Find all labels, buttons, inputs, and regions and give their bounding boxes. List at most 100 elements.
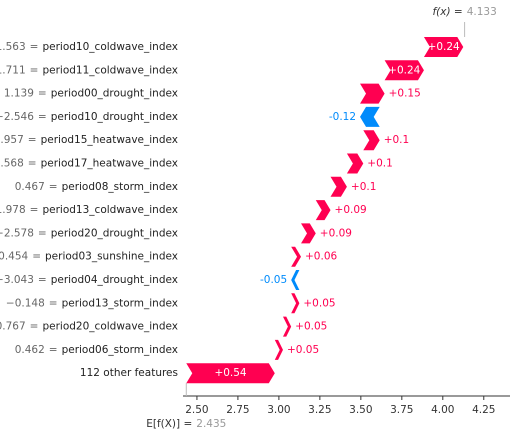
feature-name: period11_coldwave_index xyxy=(42,64,178,76)
feature-label: −2.578 = period20_drought_index xyxy=(0,227,178,239)
base-value-label: E[f(X)] = 2.435 xyxy=(146,418,226,430)
feature-name: period10_drought_index xyxy=(51,111,178,123)
feature-label: −1.568 = period17_heatwave_index xyxy=(0,158,178,170)
feature-name: period20_coldwave_index xyxy=(42,321,178,333)
feature-value: −1.568 xyxy=(0,158,24,170)
separator: = xyxy=(28,134,37,146)
x-tick-label: 3.50 xyxy=(349,404,372,416)
bar xyxy=(291,293,300,314)
feature-name: period20_drought_index xyxy=(51,227,178,239)
feature-label: −1.978 =period13_coldwave_index xyxy=(0,204,178,216)
feature-value: −1.978 xyxy=(0,204,26,216)
feature-value: −0.148 xyxy=(6,297,45,309)
separator: = xyxy=(30,41,39,53)
feature-name: period00_drought_index xyxy=(51,88,178,100)
value-label: +0.05 xyxy=(303,297,335,309)
separator: = xyxy=(30,64,39,76)
bar xyxy=(363,130,380,151)
feature-name: period04_drought_index xyxy=(51,274,178,286)
bar xyxy=(330,176,347,197)
feature-name: period10_coldwave_index xyxy=(42,41,178,53)
value-label: +0.05 xyxy=(295,321,327,333)
feature-name: 112 other features xyxy=(80,367,178,379)
x-tick-label: 3.00 xyxy=(267,404,290,416)
value-label: +0.05 xyxy=(287,344,319,356)
separator: = xyxy=(38,274,47,286)
x-tick-label: 3.75 xyxy=(390,404,413,416)
feature-value: −2.578 xyxy=(0,227,34,239)
feature-label: −1.711 =period11_coldwave_index xyxy=(0,64,178,76)
feature-label: 0.462 = period06_storm_index xyxy=(15,344,178,356)
separator: = xyxy=(49,344,58,356)
feature-value: −0.767 xyxy=(0,321,26,333)
feature-label: −1.957 = period15_heatwave_index xyxy=(0,134,178,146)
bar xyxy=(282,316,292,337)
feature-label: 1.139 = period00_drought_index xyxy=(4,88,178,100)
value-label: +0.06 xyxy=(305,251,337,263)
feature-value: 0.454 xyxy=(0,251,29,263)
base-value: 2.435 xyxy=(196,418,226,430)
x-tick-label: 4.00 xyxy=(431,404,454,416)
bar xyxy=(346,153,364,174)
value-label: -0.05 xyxy=(260,274,287,286)
bar xyxy=(384,60,424,81)
feature-label: 0.454 = period03_sunshine_index xyxy=(0,251,178,263)
value-label: +0.24 xyxy=(428,41,460,53)
feature-label: −3.043 = period04_drought_index xyxy=(0,274,178,286)
bar xyxy=(360,83,385,104)
feature-label: −1.563 =period10_coldwave_index xyxy=(0,41,178,53)
feature-name: period06_storm_index xyxy=(62,344,178,356)
final-value: 4.133 xyxy=(467,6,497,18)
bar xyxy=(291,246,302,267)
feature-value: 0.467 xyxy=(15,181,45,193)
bar xyxy=(291,270,300,290)
feature-label: 112 other features xyxy=(80,367,178,379)
feature-value: −2.546 xyxy=(0,111,34,123)
separator: = xyxy=(38,88,47,100)
bar xyxy=(274,339,283,360)
bar xyxy=(301,223,316,244)
x-tick-label: 2.50 xyxy=(185,404,208,416)
value-label: +0.1 xyxy=(351,181,377,193)
value-label: +0.09 xyxy=(320,227,352,239)
bar xyxy=(186,363,275,384)
separator: = xyxy=(28,158,37,170)
feature-label: −2.546 = period10_drought_index xyxy=(0,111,178,123)
x-tick-label: 2.75 xyxy=(226,404,249,416)
feature-name: period03_sunshine_index xyxy=(45,251,178,263)
feature-label: −0.767 =period20_coldwave_index xyxy=(0,321,178,333)
feature-value: −1.711 xyxy=(0,64,26,76)
value-label: +0.24 xyxy=(388,64,420,76)
feature-label: −0.148 = period13_storm_index xyxy=(6,297,178,309)
separator: = xyxy=(30,321,39,333)
feature-name: period17_heatwave_index xyxy=(41,158,178,170)
feature-name: period13_coldwave_index xyxy=(42,204,178,216)
feature-value: −3.043 xyxy=(0,274,34,286)
base-label: E[f(X)] = xyxy=(146,418,192,430)
separator: = xyxy=(38,111,47,123)
separator: = xyxy=(49,297,58,309)
value-label: +0.15 xyxy=(389,88,421,100)
separator: = xyxy=(30,204,39,216)
feature-name: period08_storm_index xyxy=(62,181,178,193)
final-value-label: f(x) = 4.133 xyxy=(432,6,496,18)
value-label: +0.1 xyxy=(367,158,393,170)
bar xyxy=(360,106,380,127)
feature-value: −1.957 xyxy=(0,134,24,146)
bar xyxy=(423,37,464,57)
bar xyxy=(315,200,331,221)
separator: = xyxy=(38,227,47,239)
x-tick-label: 4.25 xyxy=(472,404,495,416)
x-tick-label: 3.25 xyxy=(308,404,331,416)
feature-value: 1.139 xyxy=(4,88,34,100)
feature-value: −1.563 xyxy=(0,41,26,53)
feature-value: 0.462 xyxy=(15,344,45,356)
value-label: -0.12 xyxy=(329,111,356,123)
separator: = xyxy=(49,181,58,193)
feature-name: period15_heatwave_index xyxy=(41,134,178,146)
feature-label: 0.467 = period08_storm_index xyxy=(15,181,178,193)
value-label: +0.09 xyxy=(335,204,367,216)
separator: = xyxy=(32,251,41,263)
feature-name: period13_storm_index xyxy=(62,297,178,309)
